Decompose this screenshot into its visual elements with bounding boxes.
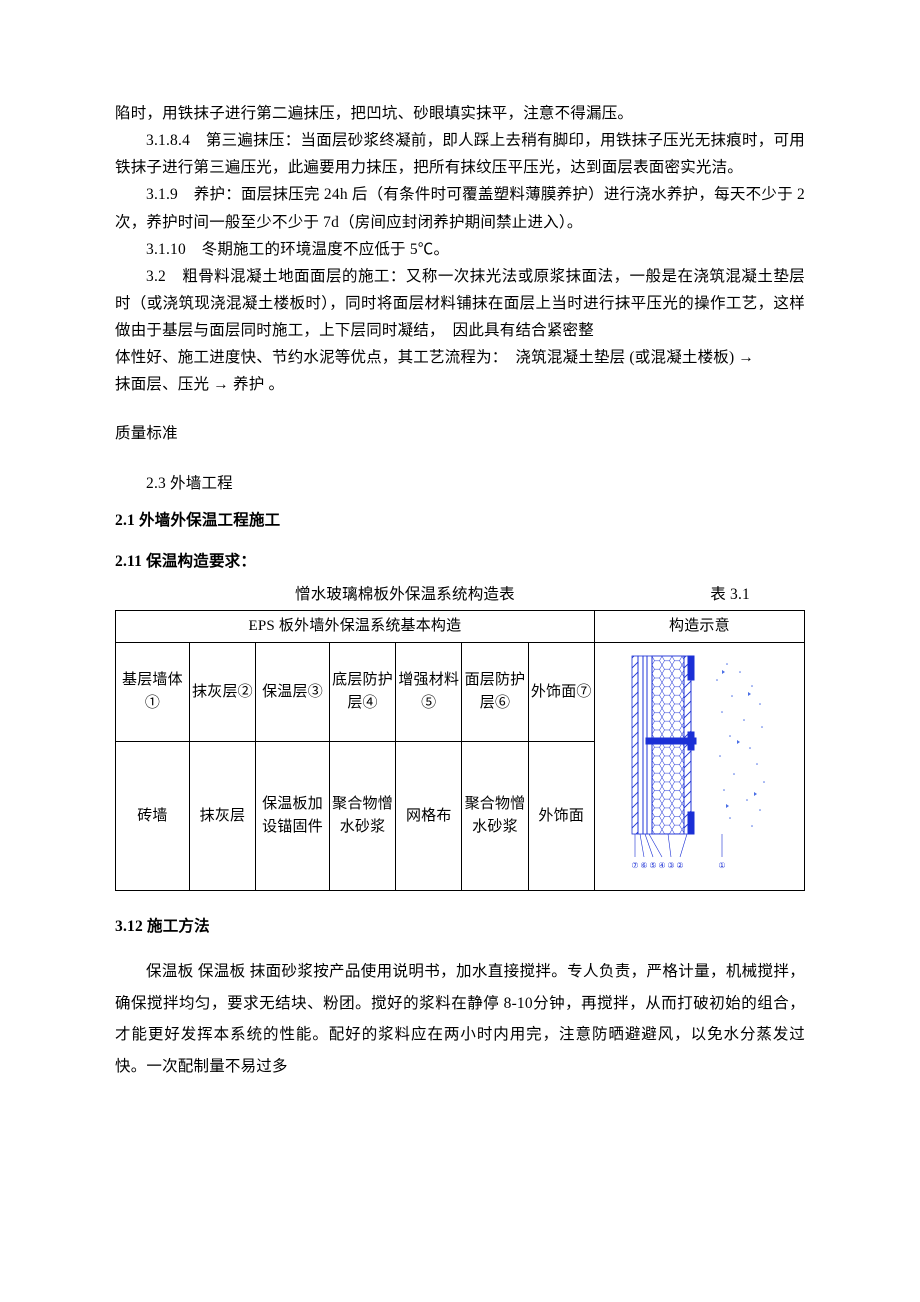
section-title: 2.1 外墙外保温工程施工 — [115, 507, 805, 534]
paragraph: 3.1.8.4 第三遍抹压：当面层砂浆终凝前，即人踩上去稍有脚印，用铁抹子压光无… — [115, 127, 805, 181]
paragraph: 保温板 保温板 抹面砂浆按产品使用说明书，加水直接搅拌。专人负责，严格计量，机械… — [115, 956, 805, 1083]
table-cell-diagram: ⑦ ⑥ ⑤ ④ ③ ② ① — [594, 643, 804, 891]
table-cell: 基层墙体① — [116, 643, 190, 742]
table-cell: 聚合物憎水砂浆 — [329, 742, 395, 891]
table-row: EPS 板外墙外保温系统基本构造 构造示意 — [116, 611, 805, 643]
svg-text:⑥: ⑥ — [640, 861, 647, 870]
table-cell: 抹灰层② — [189, 643, 255, 742]
paragraph: 2.3 外墙工程 — [115, 470, 805, 497]
table-cell: 外饰面 — [528, 742, 594, 891]
svg-text:④: ④ — [658, 861, 665, 870]
paragraph: 陷时，用铁抹子进行第二遍抹压，把凹坑、砂眼填实抹平，注意不得漏压。 — [115, 100, 805, 127]
svg-text:②: ② — [676, 861, 683, 870]
svg-text:⑤: ⑤ — [649, 861, 656, 870]
svg-text:⑦: ⑦ — [631, 861, 638, 870]
paragraph: 体性好、施工进度快、节约水泥等优点，其工艺流程为： 浇筑混凝土垫层 (或混凝土楼… — [115, 344, 805, 371]
document-page: 陷时，用铁抹子进行第二遍抹压，把凹坑、砂眼填实抹平，注意不得漏压。 3.1.8.… — [0, 0, 920, 1148]
svg-text:③: ③ — [667, 861, 674, 870]
table-cell: 保温板加设锚固件 — [256, 742, 330, 891]
section-title: 2.11 保温构造要求： — [115, 548, 805, 575]
table-caption: 憎水玻璃棉板外保温系统构造表 表 3.1 — [115, 581, 805, 608]
paragraph: 抹面层、压光 → 养护 。 — [115, 371, 805, 398]
table-cell: 外饰面⑦ — [528, 643, 594, 742]
paragraph: 3.2 粗骨料混凝土地面面层的施工：又称一次抹光法或原浆抹面法，一般是在浇筑混凝… — [115, 263, 805, 344]
table-cell: 聚合物憎水砂浆 — [462, 742, 528, 891]
paragraph: 3.1.9 养护：面层抹压完 24h 后（有条件时可覆盖塑料薄膜养护）进行浇水养… — [115, 181, 805, 235]
table-caption-right: 表 3.1 — [710, 581, 750, 608]
table-cell: 抹灰层 — [189, 742, 255, 891]
table-header-main: EPS 板外墙外保温系统基本构造 — [116, 611, 595, 643]
table-row: 基层墙体① 抹灰层② 保温层③ 底层防护层④ 增强材料⑤ 面层防护层⑥ 外饰面⑦ — [116, 643, 805, 742]
table-caption-left: 憎水玻璃棉板外保温系统构造表 — [295, 581, 515, 608]
paragraph: 3.1.10 冬期施工的环境温度不应低于 5℃。 — [115, 236, 805, 263]
table-cell: 面层防护层⑥ — [462, 643, 528, 742]
paragraph-heading: 质量标准 — [115, 420, 805, 447]
svg-text:①: ① — [718, 861, 725, 870]
table-cell: 砖墙 — [116, 742, 190, 891]
table-cell: 网格布 — [396, 742, 462, 891]
construction-diagram: ⑦ ⑥ ⑤ ④ ③ ② ① — [622, 652, 777, 882]
section-title: 3.12 施工方法 — [115, 913, 805, 940]
table-cell: 保温层③ — [256, 643, 330, 742]
table-cell: 底层防护层④ — [329, 643, 395, 742]
table-header-diagram: 构造示意 — [594, 611, 804, 643]
table-cell: 增强材料⑤ — [396, 643, 462, 742]
construction-table: EPS 板外墙外保温系统基本构造 构造示意 基层墙体① 抹灰层② 保温层③ 底层… — [115, 610, 805, 891]
